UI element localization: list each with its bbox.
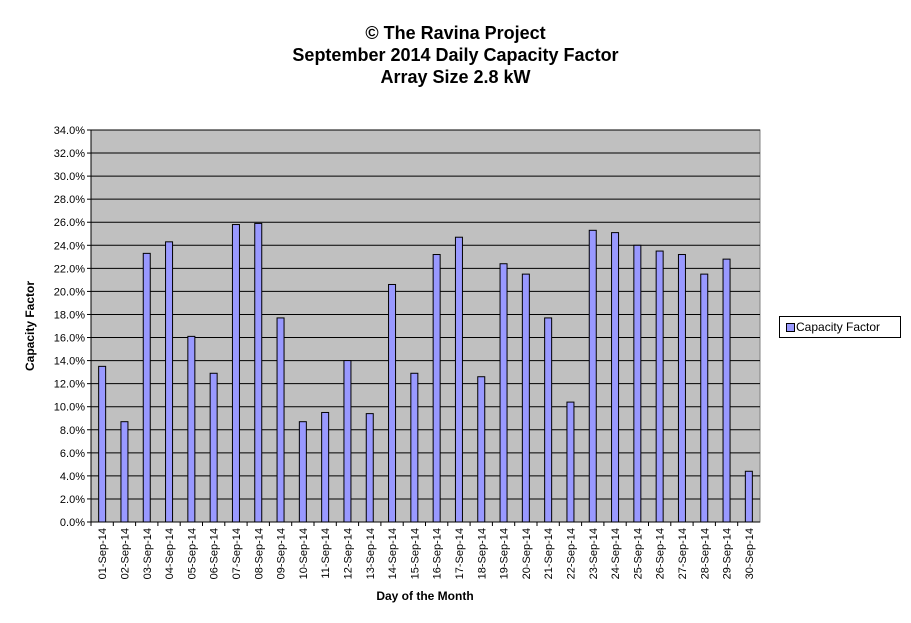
x-tick-label: 09-Sep-14 [276,528,288,579]
x-tick-label: 11-Sep-14 [320,528,332,579]
x-tick-label: 29-Sep-14 [722,528,734,579]
bar [365,413,374,523]
bar [454,236,463,523]
bar [633,244,642,523]
y-tick-label: 22.0% [54,263,85,275]
x-tick-label: 20-Sep-14 [521,528,533,579]
x-tick-label: 27-Sep-14 [677,528,689,579]
x-tick-label: 28-Sep-14 [699,528,711,579]
y-tick-label: 30.0% [54,171,85,183]
bar [544,317,553,523]
bar [254,222,263,523]
bar [120,421,129,523]
y-tick-label: 2.0% [60,494,85,506]
y-tick-label: 10.0% [54,402,85,414]
y-tick-label: 8.0% [60,425,85,437]
x-tick-label: 26-Sep-14 [655,528,667,579]
y-axis-title: Capacity Factor [23,281,37,371]
x-tick-label: 13-Sep-14 [365,528,377,579]
x-tick-label: 15-Sep-14 [409,528,421,579]
bar [611,232,620,523]
bar [677,254,686,523]
y-tick-label: 32.0% [54,148,85,160]
x-tick-labels: 01-Sep-14 02-Sep-14 03-Sep-14 04-Sep-14 05-S… [90,522,756,579]
x-tick-label: 16-Sep-14 [432,528,444,579]
x-tick-label: 22-Sep-14 [565,528,577,579]
legend-swatch [786,323,795,332]
bar [298,421,307,523]
x-tick-label: 08-Sep-14 [253,528,265,579]
x-tick-label: 07-Sep-14 [231,528,243,579]
x-tick-label: 24-Sep-14 [610,528,622,579]
y-tick-label: 16.0% [54,333,85,345]
bar [722,258,731,523]
bar [209,372,218,523]
bar [744,470,753,523]
x-tick-label: 04-Sep-14 [164,528,176,579]
x-tick-label: 02-Sep-14 [119,528,131,579]
chart-title-line-1: © The Ravina Project [365,23,546,43]
bar [165,241,174,523]
x-tick-label: 12-Sep-14 [342,528,354,579]
y-tick-label: 6.0% [60,448,85,460]
bar [388,283,397,523]
bar [98,365,107,523]
y-tick-label: 14.0% [54,356,85,368]
x-tick-label: 10-Sep-14 [298,528,310,579]
chart-title-line-3: Array Size 2.8 kW [380,67,531,87]
chart-title-line-2: September 2014 Daily Capacity Factor [292,45,619,65]
bar [276,317,285,523]
x-axis-title: Day of the Month [376,589,473,603]
grid-lines [91,129,760,500]
bar [700,273,709,523]
x-tick-label: 17-Sep-14 [454,528,466,579]
x-tick-label: 01-Sep-14 [97,528,109,579]
y-tick-label: 34.0% [54,125,85,137]
y-tick-label: 24.0% [54,240,85,252]
bar [187,335,196,523]
y-tick-label: 12.0% [54,379,85,391]
bar [432,254,441,523]
bar [343,360,352,523]
x-tick-label: 06-Sep-14 [209,528,221,579]
bar [142,252,151,523]
bar [655,250,664,523]
x-tick-label: 14-Sep-14 [387,528,399,579]
x-tick-label: 25-Sep-14 [632,528,644,579]
legend: Capacity Factor [779,316,901,338]
x-tick-label: 03-Sep-14 [142,528,154,579]
y-tick-label: 4.0% [60,471,85,483]
chart-title: © The Ravina Project September 2014 Dail… [0,22,911,88]
bar [521,273,530,523]
y-tick-label: 28.0% [54,194,85,206]
y-tick-label: 0.0% [60,517,85,529]
x-tick-label: 21-Sep-14 [543,528,555,579]
x-tick-label: 23-Sep-14 [588,528,600,579]
bar [499,263,508,523]
plot-area [90,129,761,523]
x-tick-label: 30-Sep-14 [744,528,756,579]
bar [588,229,597,523]
y-tick-label: 18.0% [54,309,85,321]
x-tick-label: 18-Sep-14 [476,528,488,579]
y-tick-label: 20.0% [54,286,85,298]
bar [410,372,419,523]
bar [566,401,575,523]
x-tick-label: 19-Sep-14 [499,528,511,579]
y-tick-labels: 0.0% 2.0% 4.0% 6.0% 8.0% 10.0% 12.0% 14.0% 16.0%… [54,125,91,529]
bar [477,376,486,523]
y-tick-label: 26.0% [54,217,85,229]
legend-label: Capacity Factor [796,320,881,334]
bar [231,224,240,523]
bar [321,411,330,523]
x-tick-label: 05-Sep-14 [186,528,198,579]
